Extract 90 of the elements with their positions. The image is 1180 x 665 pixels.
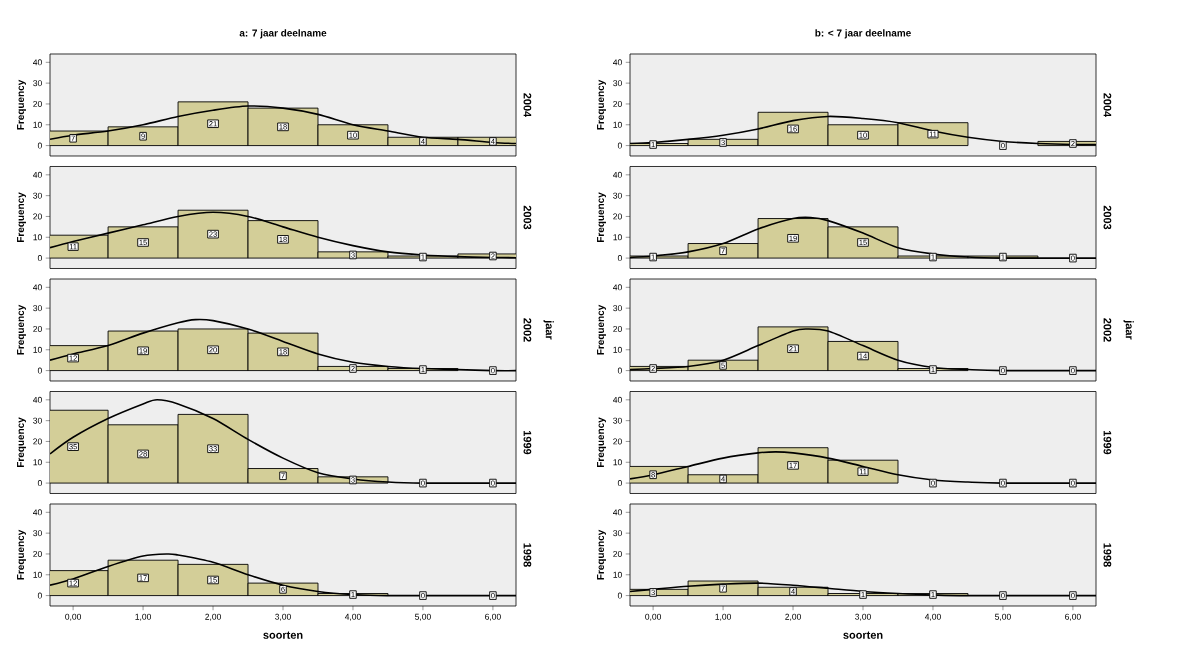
y-tick-label: 10 <box>613 571 622 578</box>
y-tick-label: 40 <box>33 509 42 516</box>
x-tick-label: 6,00 <box>485 613 501 621</box>
y-axis-title: Frequency <box>17 79 26 130</box>
y-tick-label: 20 <box>33 100 42 107</box>
y-tick-label: 40 <box>613 284 622 291</box>
y-tick-label: 0 <box>617 142 622 149</box>
x-tick-label: 3,00 <box>855 613 871 621</box>
y-axis-title: Frequency <box>17 417 26 468</box>
y2-axis-title: 1999 <box>1103 431 1112 455</box>
y-axis-title: Frequency <box>597 192 606 243</box>
y2-axis-title: 2003 <box>1103 205 1112 230</box>
x-axis-title: soorten <box>843 631 883 639</box>
y-tick-label: 0 <box>37 592 42 599</box>
y-tick-label: 0 <box>617 255 622 262</box>
y-tick-label: 10 <box>613 459 622 466</box>
y-tick-label: 20 <box>33 550 42 557</box>
y-tick-label: 30 <box>613 192 622 199</box>
y-tick-label: 40 <box>33 396 42 403</box>
y2-axis-title: 2002 <box>523 318 532 342</box>
y-tick-label: 30 <box>613 417 622 424</box>
y-tick-label: 20 <box>33 325 42 332</box>
y2-axis-title: 2004 <box>1103 93 1112 118</box>
y-axis-title: Frequency <box>17 529 26 580</box>
y-axis-title: Frequency <box>597 529 606 580</box>
x-tick-label: 1,00 <box>715 613 731 621</box>
y-tick-label: 0 <box>37 480 42 487</box>
x-tick-label: 0,00 <box>65 613 81 621</box>
x-tick-label: 1,00 <box>135 613 151 621</box>
y-tick-label: 30 <box>613 305 622 312</box>
y2-axis-title: 1998 <box>1103 543 1112 567</box>
x-axis-title: soorten <box>263 631 303 639</box>
y-tick-label: 10 <box>33 234 42 241</box>
x-tick-label: 3,00 <box>275 613 291 621</box>
y-tick-label: 10 <box>613 121 622 128</box>
y-tick-label: 40 <box>33 59 42 66</box>
y-tick-label: 30 <box>33 305 42 312</box>
y-tick-label: 10 <box>613 234 622 241</box>
y-tick-label: 40 <box>613 509 622 516</box>
y-tick-label: 10 <box>33 346 42 353</box>
y-tick-label: 30 <box>33 417 42 424</box>
y-tick-label: 20 <box>613 325 622 332</box>
x-tick-label: 0,00 <box>645 613 662 621</box>
y-axis-title: Frequency <box>17 304 26 355</box>
y-axis-title: Frequency <box>17 192 26 243</box>
y2-axis-title: 2002 <box>1103 318 1112 342</box>
y-tick-label: 0 <box>37 367 42 374</box>
y-tick-label: 30 <box>613 80 622 87</box>
y-axis-title: Frequency <box>597 79 606 130</box>
chart-title: a: 7 jaar deelname <box>239 29 327 39</box>
x-tick-label: 6,00 <box>1065 613 1081 621</box>
chart-title: b: < 7 jaar deelname <box>815 29 911 39</box>
y-tick-label: 20 <box>613 438 622 445</box>
y-axis-title: Frequency <box>597 304 606 355</box>
text: jaar <box>1123 320 1134 340</box>
y-tick-label: 40 <box>613 59 622 66</box>
y-tick-label: 30 <box>613 530 622 537</box>
y-tick-label: 0 <box>617 367 622 374</box>
y-tick-label: 10 <box>33 459 42 466</box>
y-tick-label: 40 <box>613 171 622 178</box>
y2-axis-title: 1999 <box>523 431 532 455</box>
x-tick-label: 2,00 <box>785 613 801 621</box>
y-tick-label: 20 <box>613 213 622 220</box>
y-tick-label: 20 <box>613 100 622 107</box>
y-tick-label: 0 <box>617 480 622 487</box>
y-tick-label: 20 <box>33 213 42 220</box>
x-tick-label: 4,00 <box>344 613 361 621</box>
y2-axis-title: 2003 <box>523 205 532 230</box>
y-tick-label: 40 <box>33 284 42 291</box>
y-tick-label: 0 <box>37 142 42 149</box>
x-tick-label: 4,00 <box>924 613 941 621</box>
y-tick-label: 10 <box>33 121 42 128</box>
x-tick-label: 2,00 <box>205 613 221 621</box>
y-axis-title: Frequency <box>597 417 606 468</box>
text: jaar <box>543 320 554 340</box>
y-tick-label: 10 <box>613 346 622 353</box>
y-tick-label: 30 <box>33 80 42 87</box>
y2-axis-title: 1998 <box>523 543 532 567</box>
y-tick-label: 30 <box>33 530 42 537</box>
y-tick-label: 0 <box>617 592 622 599</box>
x-tick-label: 5,00 <box>995 613 1011 621</box>
y-tick-label: 40 <box>33 171 42 178</box>
y2-axis-title: 2004 <box>523 93 532 118</box>
y-tick-label: 0 <box>37 255 42 262</box>
y-tick-label: 30 <box>33 192 42 199</box>
y-tick-label: 40 <box>613 396 622 403</box>
x-tick-label: 5,00 <box>415 613 431 621</box>
y-tick-label: 20 <box>613 550 622 557</box>
y-tick-label: 10 <box>33 571 42 578</box>
y-tick-label: 20 <box>33 438 42 445</box>
